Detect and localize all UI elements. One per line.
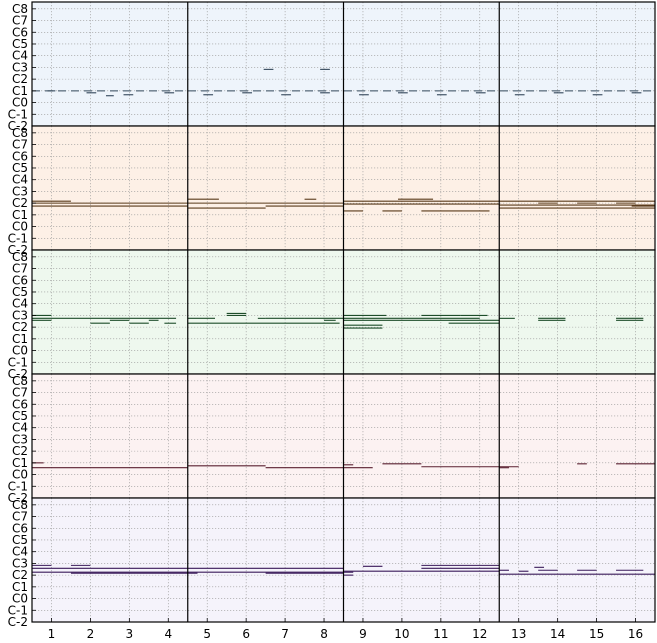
y-tick-label: C-1 [8,231,28,245]
y-tick-label: C1 [12,208,28,222]
y-tick-label: C5 [12,409,28,423]
y-tick-label: C0 [12,220,28,234]
y-tick-label: C4 [12,545,28,559]
y-tick-label: C2 [12,72,28,86]
y-tick-label: C3 [12,432,28,446]
y-tick-label: C-1 [8,603,28,617]
y-tick-label: C0 [12,344,28,358]
y-tick-label: C-2 [8,243,28,257]
x-tick-label: 1 [48,627,56,641]
y-tick-label: C0 [12,592,28,606]
y-tick-label: C7 [12,14,28,28]
y-tick-label: C2 [12,196,28,210]
y-tick-label: C5 [12,37,28,51]
x-tick-label: 12 [472,627,487,641]
y-tick-label: C-1 [8,355,28,369]
y-tick-label: C4 [12,49,28,63]
y-tick-label: C8 [12,374,28,388]
y-tick-label: C7 [12,138,28,152]
y-tick-label: C5 [12,285,28,299]
y-tick-label: C8 [12,2,28,16]
panel-frame [31,497,656,623]
x-tick-label: 10 [394,627,409,641]
y-tick-label: C-2 [8,615,28,629]
y-tick-label: C4 [12,421,28,435]
x-tick-label: 15 [589,627,604,641]
y-tick-label: C3 [12,556,28,570]
y-tick-label: C8 [12,250,28,264]
y-tick-label: C-1 [8,107,28,121]
x-tick-labels: 1 2 3 4 5 6 7 8 9 10 11 12 13 14 15 16 [48,618,643,641]
x-tick-label: 6 [242,627,250,641]
x-tick-label: 4 [164,627,172,641]
y-tick-label: C-2 [8,491,28,505]
x-tick-label: 8 [320,627,328,641]
y-tick-label: C3 [12,308,28,322]
y-tick-label: C6 [12,273,28,287]
tracks-layer: C-2C-1C0C1C2C3C4C5C6C7C8C-2C-1C0C1C2C3C4… [8,1,656,629]
y-tick-label: C1 [12,580,28,594]
x-tick-label: 14 [550,627,565,641]
y-tick-label: C4 [12,173,28,187]
x-tick-label: 9 [359,627,367,641]
y-tick-label: C2 [12,444,28,458]
y-tick-label: C0 [12,96,28,110]
y-tick-label: C6 [12,397,28,411]
y-tick-label: C6 [12,25,28,39]
x-tick-label: 13 [511,627,526,641]
y-tick-label: C7 [12,386,28,400]
y-tick-label: C1 [12,84,28,98]
y-tick-label: C7 [12,262,28,276]
x-tick-label: 11 [433,627,448,641]
y-tick-label: C3 [12,184,28,198]
y-tick-label: C3 [12,60,28,74]
y-tick-label: C6 [12,149,28,163]
x-tick-label: 5 [203,627,211,641]
y-tick-label: C8 [12,126,28,140]
x-tick-label: 3 [126,627,134,641]
y-tick-label: C4 [12,297,28,311]
y-tick-label: C-2 [8,367,28,381]
y-tick-label: C2 [12,320,28,334]
y-tick-label: C5 [12,161,28,175]
y-tick-label: C7 [12,510,28,524]
y-tick-label: C-1 [8,479,28,493]
y-tick-label: C1 [12,332,28,346]
y-tick-label: C6 [12,521,28,535]
y-tick-label: C-2 [8,119,28,133]
y-tick-label: C5 [12,533,28,547]
y-tick-label: C8 [12,498,28,512]
x-tick-label: 7 [281,627,289,641]
y-tick-label: C0 [12,468,28,482]
x-tick-label: 16 [628,627,643,641]
y-tick-label: C2 [12,568,28,582]
y-tick-label: C1 [12,456,28,470]
x-tick-label: 2 [87,627,95,641]
